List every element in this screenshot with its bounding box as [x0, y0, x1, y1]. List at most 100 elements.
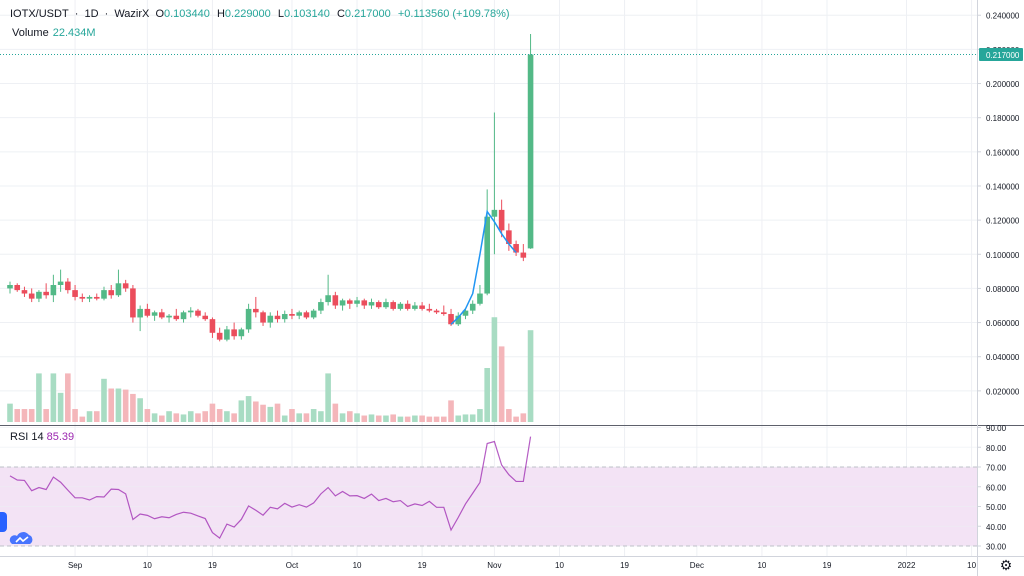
candle-body[interactable] — [93, 296, 100, 299]
candle-body[interactable] — [469, 303, 476, 311]
interval-label[interactable]: 1D — [84, 8, 99, 20]
candle-body[interactable] — [484, 216, 490, 294]
candle-body[interactable] — [426, 308, 433, 311]
candle-body[interactable] — [173, 315, 180, 320]
volume-bar — [426, 416, 433, 422]
candle-body[interactable] — [108, 290, 115, 296]
candle-body[interactable] — [159, 312, 165, 318]
time-tick-label: 10 — [353, 561, 362, 570]
candle-body[interactable] — [79, 296, 86, 299]
volume-bar — [224, 411, 230, 422]
candle-body[interactable] — [361, 300, 368, 306]
candle-body[interactable] — [130, 288, 136, 318]
candle-body[interactable] — [115, 283, 122, 296]
candle-body[interactable] — [347, 300, 353, 304]
candle-body[interactable] — [238, 329, 245, 337]
candle-body[interactable] — [267, 315, 274, 323]
volume-bar — [267, 406, 274, 422]
candle-body[interactable] — [245, 308, 252, 330]
candle-body[interactable] — [14, 285, 21, 291]
time-tick-label: 10 — [967, 561, 976, 570]
candle-body[interactable] — [513, 244, 519, 253]
candle-body[interactable] — [412, 305, 418, 309]
candle-body[interactable] — [375, 302, 382, 308]
volume-bar — [404, 416, 411, 422]
candle-body[interactable] — [28, 293, 35, 299]
candle-body[interactable] — [448, 314, 454, 325]
candle-body[interactable] — [498, 209, 505, 231]
candle-body[interactable] — [332, 295, 339, 306]
rsi-legend[interactable]: RSI 14 85.39 — [10, 431, 74, 443]
candle-body[interactable] — [339, 300, 346, 306]
volume-bar — [28, 409, 35, 422]
candle-body[interactable] — [7, 285, 13, 289]
candle-body[interactable] — [36, 291, 42, 299]
candle-body[interactable] — [383, 302, 389, 308]
candle-body[interactable] — [65, 281, 71, 291]
candle-body[interactable] — [419, 305, 425, 309]
candle-body[interactable] — [520, 252, 527, 258]
candle-body[interactable] — [289, 314, 295, 316]
candle-body[interactable] — [253, 308, 259, 313]
candle-body[interactable] — [137, 308, 143, 318]
candle-body[interactable] — [368, 302, 375, 306]
candle-body[interactable] — [491, 209, 498, 217]
candle-body[interactable] — [318, 302, 324, 311]
candle-body[interactable] — [527, 54, 534, 249]
gear-icon[interactable]: ⚙ — [999, 557, 1013, 573]
candle-body[interactable] — [274, 315, 281, 320]
candle-body[interactable] — [216, 332, 223, 340]
candle-body[interactable] — [477, 293, 483, 304]
candle-body[interactable] — [462, 310, 469, 316]
candle-body[interactable] — [195, 310, 201, 316]
price-tick-label: 0.100000 — [986, 251, 1020, 260]
volume-bar — [209, 403, 216, 422]
candle-body[interactable] — [303, 312, 310, 318]
candle-body[interactable] — [122, 283, 129, 289]
rsi-tick-label: 90.00 — [986, 424, 1007, 433]
volume-bar — [455, 415, 462, 422]
candle-body[interactable] — [404, 303, 411, 309]
volume-legend[interactable]: Volume 22.434M — [12, 27, 96, 39]
candle-body[interactable] — [86, 296, 93, 299]
candle-body[interactable] — [224, 329, 230, 340]
candle-body[interactable] — [101, 290, 107, 299]
candle-body[interactable] — [506, 230, 512, 245]
candle-body[interactable] — [72, 290, 78, 297]
candle-body[interactable] — [166, 315, 172, 318]
volume-bar — [281, 415, 288, 422]
candle-body[interactable] — [151, 312, 158, 316]
candle-body[interactable] — [187, 310, 194, 313]
volume-bar — [245, 396, 252, 422]
candle-body[interactable] — [260, 312, 266, 323]
time-tick-label: Oct — [286, 561, 299, 570]
candle-body[interactable] — [57, 281, 64, 285]
candle-body[interactable] — [144, 308, 151, 316]
time-tick-label: 19 — [208, 561, 217, 570]
candle-body[interactable] — [455, 315, 462, 325]
candle-body[interactable] — [354, 300, 360, 304]
candle-body[interactable] — [397, 303, 404, 309]
candle-body[interactable] — [21, 290, 28, 294]
candle-body[interactable] — [325, 295, 331, 303]
candle-body[interactable] — [231, 329, 237, 337]
candle-body[interactable] — [296, 312, 302, 316]
symbol-name[interactable]: IOTX/USDT — [10, 8, 69, 20]
tradingview-cloud-icon[interactable] — [8, 532, 36, 546]
side-panel-handle-icon[interactable] — [0, 512, 7, 532]
volume-bar — [354, 413, 360, 422]
volume-bar — [520, 413, 527, 422]
candle-body[interactable] — [390, 302, 396, 309]
rsi-value: 85.39 — [46, 431, 75, 443]
candle-body[interactable] — [281, 314, 288, 320]
candle-body[interactable] — [209, 319, 216, 333]
candle-body[interactable] — [202, 315, 209, 320]
candle-body[interactable] — [310, 310, 317, 318]
candle-body[interactable] — [50, 285, 57, 296]
candle-body[interactable] — [180, 312, 187, 320]
candle-body[interactable] — [433, 310, 440, 313]
time-tick-label: 19 — [620, 561, 629, 570]
candle-body[interactable] — [43, 291, 49, 296]
candle-body[interactable] — [441, 312, 447, 315]
